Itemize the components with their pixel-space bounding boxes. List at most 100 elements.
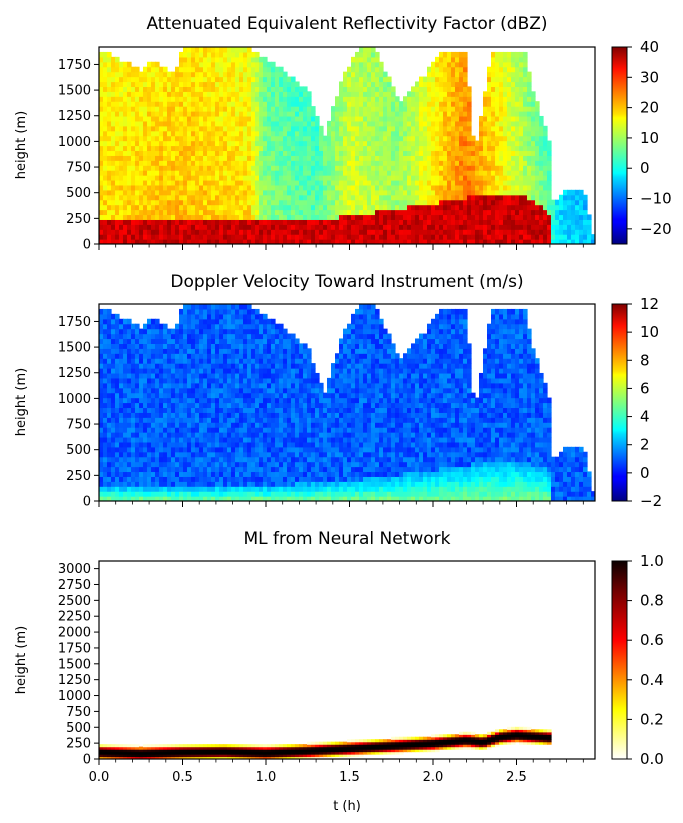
- heatmap-cell: [527, 141, 532, 147]
- heatmap-cell: [511, 229, 516, 235]
- heatmap-cell: [459, 205, 464, 211]
- heatmap-cell: [163, 329, 168, 335]
- heatmap-cell: [431, 136, 436, 142]
- heatmap-cell: [135, 422, 140, 428]
- heatmap-cell: [379, 155, 384, 161]
- heatmap-cell: [163, 150, 168, 156]
- heatmap-cell: [167, 398, 172, 404]
- heatmap-cell: [463, 86, 468, 92]
- heatmap-cell: [355, 67, 360, 73]
- heatmap-cell: [187, 101, 192, 107]
- heatmap-cell: [307, 234, 312, 240]
- heatmap-cell: [363, 77, 368, 83]
- heatmap-cell: [115, 407, 120, 413]
- heatmap-cell: [271, 131, 276, 137]
- heatmap-cell: [199, 141, 204, 147]
- heatmap-cell: [119, 319, 124, 325]
- heatmap-cell: [487, 210, 492, 216]
- heatmap-cell: [211, 136, 216, 142]
- heatmap-cell: [111, 491, 116, 497]
- heatmap-cell: [499, 146, 504, 152]
- heatmap-cell: [367, 185, 372, 191]
- heatmap-cell: [499, 170, 504, 176]
- heatmap-cell: [207, 136, 212, 142]
- heatmap-cell: [355, 224, 360, 230]
- heatmap-cell: [283, 219, 288, 225]
- heatmap-cell: [339, 180, 344, 186]
- heatmap-cell: [255, 150, 260, 156]
- heatmap-cell: [487, 229, 492, 235]
- heatmap-cell: [279, 111, 284, 117]
- heatmap-cell: [311, 160, 316, 166]
- heatmap-cell: [103, 86, 108, 92]
- heatmap-cell: [175, 437, 180, 443]
- heatmap-cell: [115, 77, 120, 83]
- heatmap-cell: [111, 210, 116, 216]
- heatmap-cell: [363, 229, 368, 235]
- heatmap-cell: [475, 229, 480, 235]
- heatmap-cell: [519, 121, 524, 127]
- heatmap-cell: [511, 160, 516, 166]
- heatmap-cell: [419, 185, 424, 191]
- heatmap-cell: [527, 111, 532, 117]
- heatmap-cell: [263, 214, 268, 220]
- heatmap-cell: [511, 57, 516, 63]
- heatmap-cell: [471, 190, 476, 196]
- heatmap-cell: [187, 170, 192, 176]
- heatmap-cell: [131, 467, 136, 473]
- heatmap-cell: [119, 180, 124, 186]
- heatmap-cell: [99, 481, 104, 487]
- heatmap-cell: [139, 131, 144, 137]
- heatmap-cell: [343, 81, 348, 87]
- heatmap-cell: [227, 136, 232, 142]
- heatmap-cell: [443, 121, 448, 127]
- heatmap-cell: [171, 150, 176, 156]
- heatmap-cell: [559, 200, 564, 206]
- heatmap-cell: [147, 234, 152, 240]
- heatmap-cell: [155, 170, 160, 176]
- heatmap-cell: [131, 190, 136, 196]
- heatmap-cell: [411, 205, 416, 211]
- heatmap-cell: [147, 457, 152, 463]
- heatmap-cell: [487, 224, 492, 230]
- heatmap-cell: [335, 219, 340, 225]
- heatmap-cell: [167, 229, 172, 235]
- heatmap-cell: [207, 234, 212, 240]
- heatmap-cell: [343, 229, 348, 235]
- heatmap-cell: [147, 427, 152, 433]
- heatmap-cell: [519, 101, 524, 107]
- heatmap-cell: [179, 324, 184, 330]
- heatmap-cell: [111, 170, 116, 176]
- heatmap-cell: [367, 210, 372, 216]
- heatmap-cell: [303, 116, 308, 122]
- heatmap-cell: [427, 146, 432, 152]
- heatmap-cell: [391, 136, 396, 142]
- heatmap-cell: [227, 57, 232, 63]
- heatmap-cell: [319, 175, 324, 181]
- heatmap-cell: [191, 170, 196, 176]
- heatmap-cell: [167, 126, 172, 132]
- heatmap-cell: [467, 121, 472, 127]
- heatmap-cell: [123, 363, 128, 369]
- heatmap-cell: [239, 234, 244, 240]
- heatmap-cell: [235, 131, 240, 137]
- heatmap-cell: [167, 481, 172, 487]
- heatmap-cell: [387, 141, 392, 147]
- heatmap-cell: [127, 319, 132, 325]
- heatmap-cell: [139, 442, 144, 448]
- heatmap-cell: [195, 146, 200, 152]
- heatmap-cell: [443, 234, 448, 240]
- heatmap-cell: [167, 412, 172, 418]
- heatmap-cell: [343, 116, 348, 122]
- heatmap-cell: [179, 442, 184, 448]
- heatmap-cell: [127, 185, 132, 191]
- heatmap-cell: [423, 96, 428, 102]
- heatmap-cell: [519, 81, 524, 87]
- heatmap-cell: [211, 121, 216, 127]
- heatmap-cell: [143, 388, 148, 394]
- heatmap-cell: [183, 398, 188, 404]
- heatmap-cell: [155, 121, 160, 127]
- heatmap-cell: [379, 72, 384, 78]
- heatmap-cell: [179, 373, 184, 379]
- heatmap-cell: [219, 175, 224, 181]
